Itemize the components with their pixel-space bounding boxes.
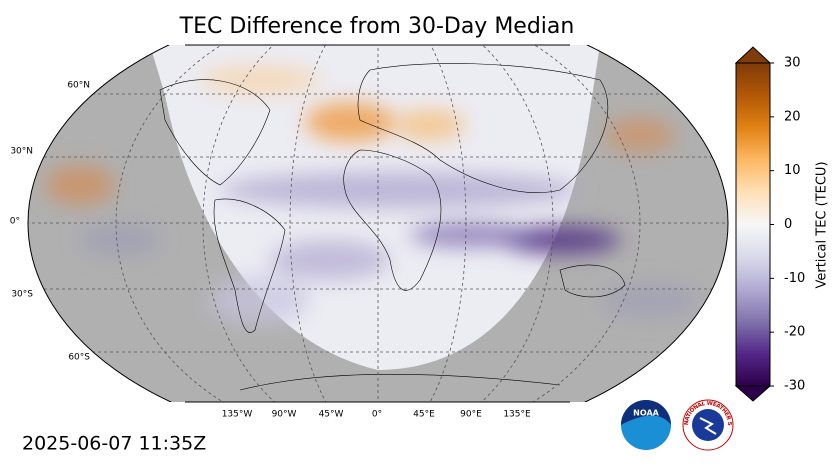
lat-label: 30°S <box>11 290 33 300</box>
lon-label: 45°E <box>413 410 435 420</box>
lat-label: 30°N <box>10 147 33 157</box>
colorbar: -30 -20 -10 0 10 20 30 <box>734 46 805 402</box>
map <box>27 45 729 402</box>
colorbar-tick-label: -30 <box>784 379 805 394</box>
colorbar-body <box>735 62 771 387</box>
coastlines <box>159 63 626 391</box>
colorbar-bottom <box>734 385 772 402</box>
timestamp: 2025-06-07 11:35Z <box>22 433 206 455</box>
lat-label: 60°S <box>68 353 90 363</box>
lat-label: 60°N <box>67 81 90 91</box>
lon-label: 135°E <box>503 410 531 420</box>
lon-label: 45°W <box>319 410 344 420</box>
colorbar-tick-label: 30 <box>784 56 801 71</box>
colorbar-top <box>734 46 772 64</box>
colorbar-tick-label: 10 <box>784 163 801 178</box>
title: TEC Difference from 30-Day Median <box>179 14 575 39</box>
lon-label: 0° <box>372 410 382 420</box>
colorbar-tick-label: -10 <box>784 271 805 286</box>
lon-label: 90°E <box>460 410 482 420</box>
graticule <box>28 45 728 402</box>
colorbar-label: Vertical TEC (TECU) <box>815 161 830 288</box>
noaa-text: NOAA <box>633 409 659 418</box>
colorbar-tick-label: 20 <box>784 109 801 124</box>
lon-label: 90°W <box>272 410 297 420</box>
noaa-logo: NOAA <box>621 400 671 450</box>
colorbar-tick-label: 0 <box>784 217 792 232</box>
lon-label: 135°W <box>222 410 253 420</box>
colorbar-tick-label: -20 <box>784 325 805 340</box>
lat-label: 0° <box>10 217 20 227</box>
